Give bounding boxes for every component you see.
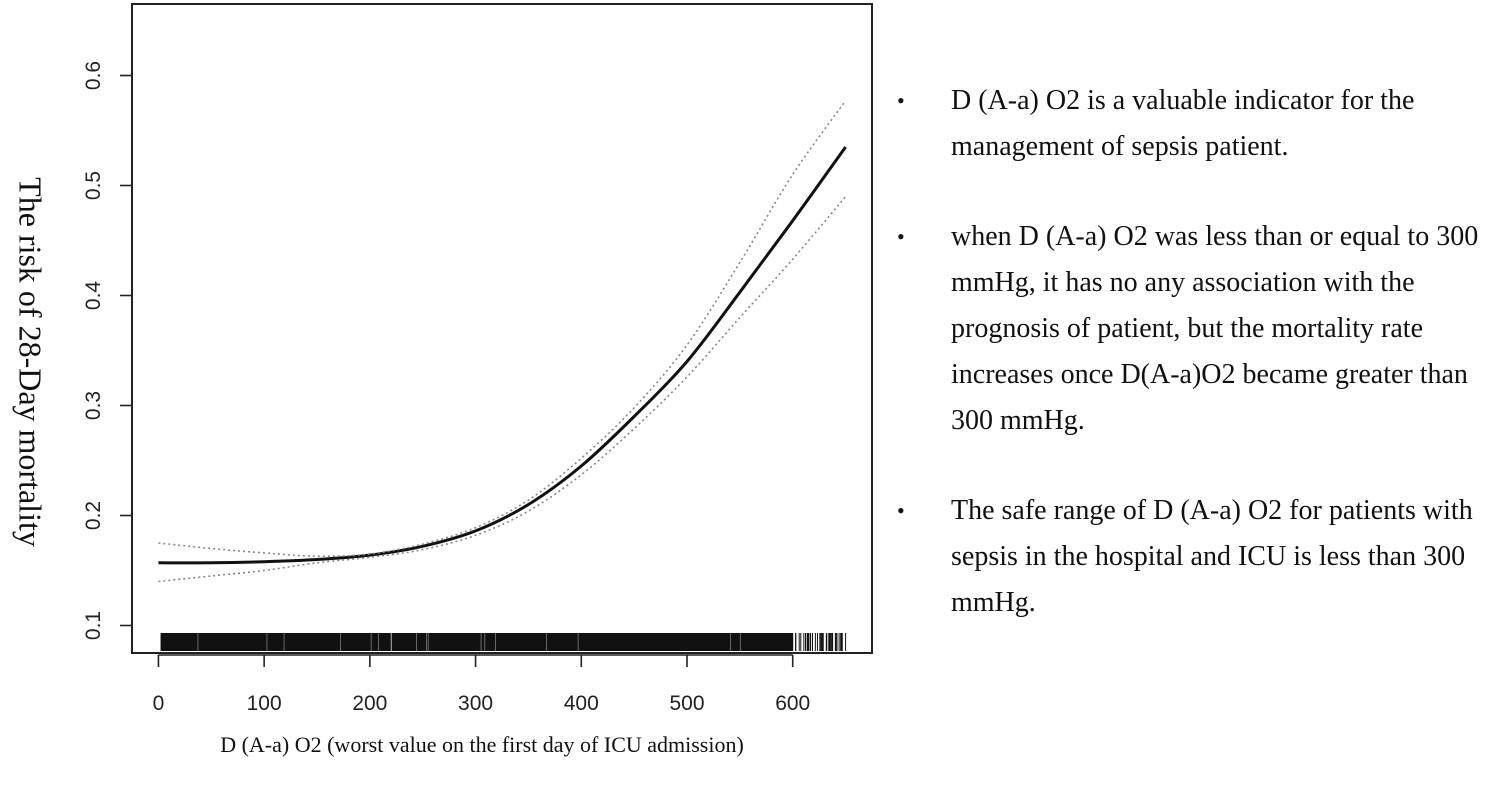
bullet-dot: • xyxy=(897,88,905,113)
bullet-text: D (A-a) O2 is a valuable indicator for t… xyxy=(951,85,1415,162)
ci-line xyxy=(158,195,847,583)
x-axis: 0 100 200 300 400 500 600 xyxy=(153,654,810,715)
y-axis: 0.1 0.2 0.3 0.4 0.5 0.6 xyxy=(82,61,132,640)
bullet-text: when D (A-a) O2 was less than or equal t… xyxy=(951,221,1479,436)
x-tick-label: 600 xyxy=(775,692,810,715)
x-tick-label: 500 xyxy=(669,692,704,715)
bullet-dot: • xyxy=(897,498,905,523)
bullet-list: • D (A-a) O2 is a valuable indicator for … xyxy=(895,78,1495,670)
y-tick-label: 0.2 xyxy=(82,501,105,530)
bullet-text: The safe range of D (A-a) O2 for patient… xyxy=(951,495,1473,618)
x-tick-label: 100 xyxy=(247,692,282,715)
chart: 0.1 0.2 0.3 0.4 0.5 0.6 0 100 200 300 400 500 600 xyxy=(82,3,873,715)
x-tick-label: 0 xyxy=(153,692,165,715)
y-tick-label: 0.6 xyxy=(82,61,105,90)
bullet-item: • The safe range of D (A-a) O2 for patien… xyxy=(895,488,1495,626)
y-tick-label: 0.5 xyxy=(82,171,105,200)
bullet-item: • when D (A-a) O2 was less than or equal … xyxy=(895,214,1495,444)
y-tick-label: 0.1 xyxy=(82,611,105,640)
estimate-line xyxy=(158,146,847,565)
plot-frame xyxy=(131,3,873,654)
y-axis-label: The risk of 28-Day mortality xyxy=(12,177,49,547)
bullet-dot: • xyxy=(897,224,905,249)
ci-line xyxy=(158,100,847,558)
y-tick-label: 0.3 xyxy=(82,391,105,420)
y-tick-label: 0.4 xyxy=(82,281,105,311)
bullet-item: • D (A-a) O2 is a valuable indicator for … xyxy=(895,78,1495,170)
x-tick-label: 200 xyxy=(352,692,387,715)
x-axis-label: D (A-a) O2 (worst value on the first day… xyxy=(220,732,744,757)
series-lines xyxy=(158,100,847,583)
rug xyxy=(160,633,847,651)
x-tick-label: 400 xyxy=(564,692,599,715)
rug-band xyxy=(160,633,793,651)
x-tick-label: 300 xyxy=(458,692,493,715)
